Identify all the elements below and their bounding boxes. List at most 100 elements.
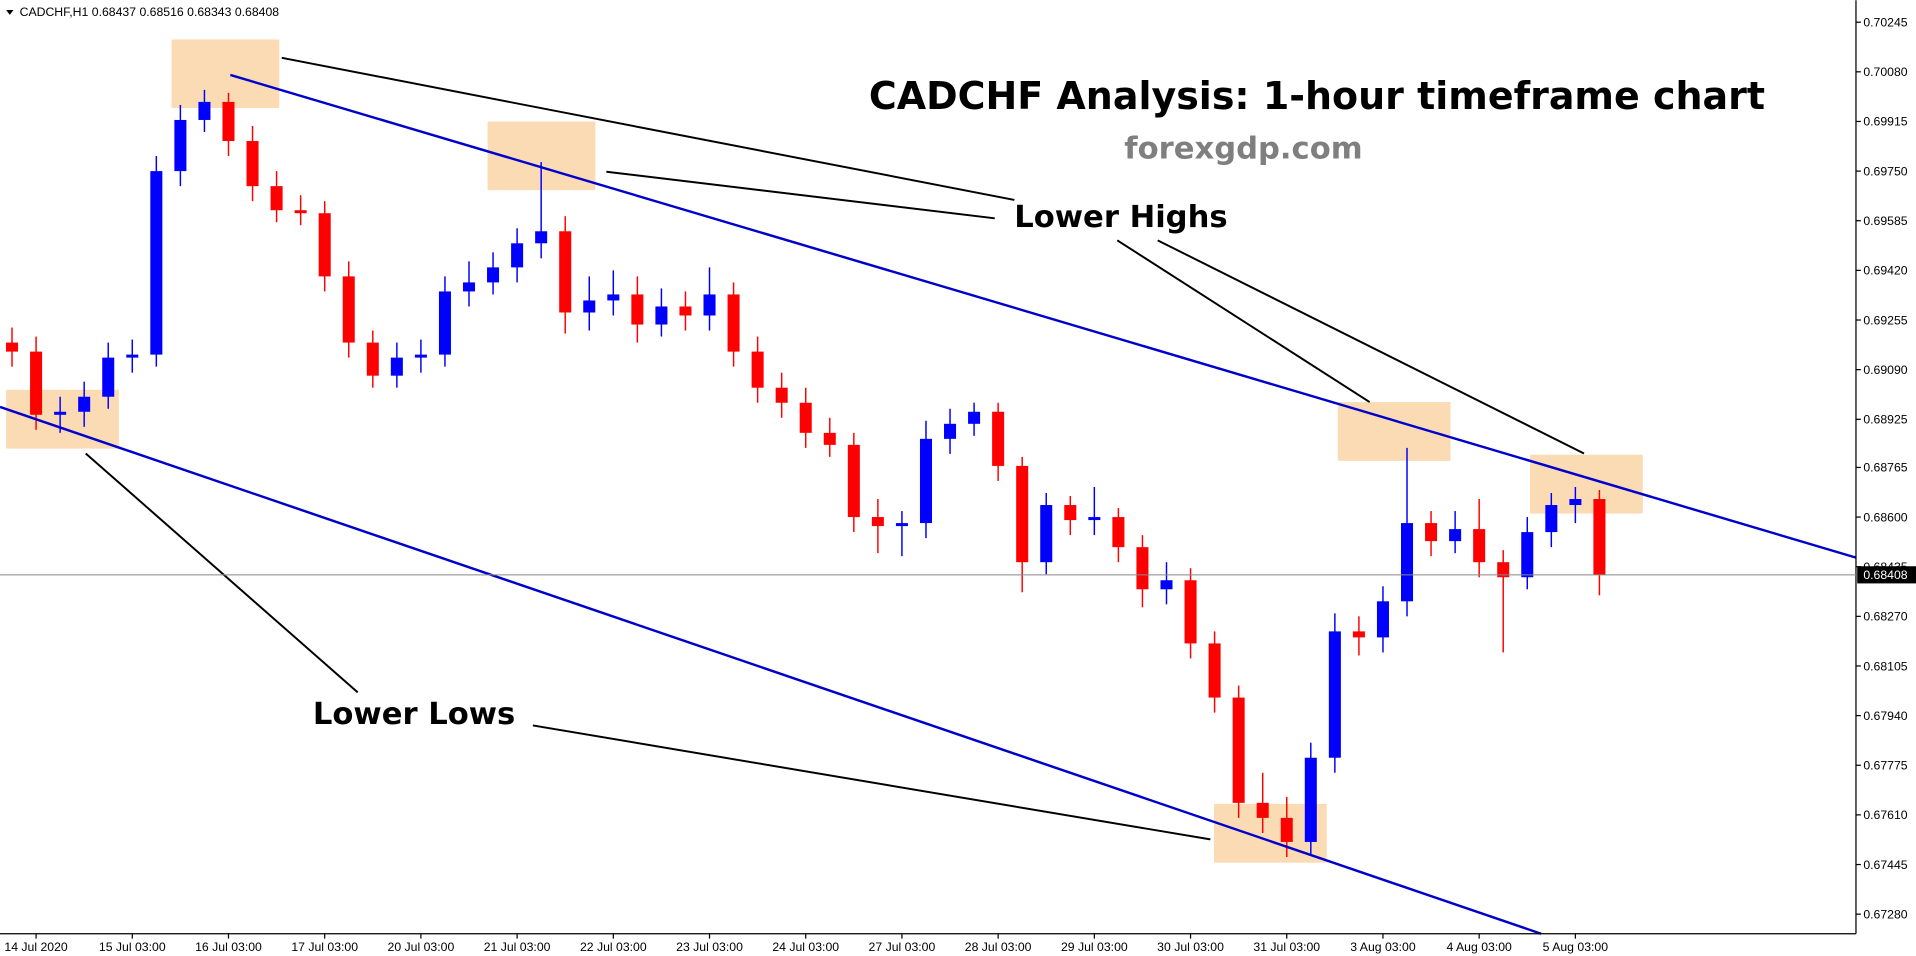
candle-body [871,517,884,527]
annotation-lines [85,56,1585,841]
y-tick-label: 0.69585 [1863,214,1907,228]
x-tick-label: 20 Jul 03:00 [388,940,455,954]
y-tick-label: 0.68105 [1863,659,1907,673]
pointer-line [281,56,1015,201]
candle-body [102,357,115,397]
annotation: Lower Lows [313,697,515,732]
candle-body [751,351,764,388]
candle-body [1425,523,1438,542]
candle-body [222,101,235,142]
x-tick-label: 29 Jul 03:00 [1061,940,1128,954]
close: 0.68408 [235,5,279,19]
candle-body [799,402,812,433]
candle-body [54,411,67,415]
highlight-box [1530,454,1643,514]
x-tick-label: 14 Jul 2020 [4,940,68,954]
candle-body [895,523,908,527]
candle-body [1328,631,1341,758]
candle-body [823,432,836,445]
open: 0.68437 [92,5,136,19]
candle-body [294,210,307,214]
candle-body [1112,517,1125,548]
chart-title: CADCHF Analysis: 1-hour timeframe chart [869,74,1765,118]
candle-body [342,276,355,343]
header: CADCHF,H1 0.68437 0.68516 0.68343 0.6840… [20,5,280,19]
y-tick-label: 0.69090 [1863,363,1907,377]
x-tick-label: 28 Jul 03:00 [965,940,1032,954]
candle-body [1208,643,1221,698]
y-tick-label: 0.70080 [1863,65,1907,79]
candle-body [1064,505,1077,521]
candle-body [607,294,620,301]
candle-body [390,357,403,376]
candle-body [1232,697,1245,803]
candle-body [992,411,1005,466]
y-tick-label: 0.69255 [1863,313,1907,327]
symbol: CADCHF,H1 [20,5,89,19]
y-tick-label: 0.68600 [1863,510,1907,524]
candle-body [78,396,91,412]
x-tick-label: 15 Jul 03:00 [99,940,166,954]
candle-body [246,141,259,187]
y-tick-label: 0.69915 [1863,115,1907,129]
y-tick-label: 0.69420 [1863,264,1907,278]
highlight-box [6,389,119,449]
high: 0.68516 [139,5,183,19]
candle-body [1016,465,1029,563]
candle-body [583,300,596,313]
candle-body [30,351,43,415]
candle-body [703,294,716,316]
candle-body [1256,802,1269,818]
candle-body [847,444,860,518]
pointer-line [606,170,995,220]
current-price-label: 0.68408 [1863,568,1907,582]
y-tick-label: 0.67610 [1863,808,1907,822]
candle-body [462,282,476,292]
candle-body [1449,529,1462,542]
candle-body [1040,505,1053,563]
candle-body [968,411,981,424]
candle-body [126,354,139,358]
x-tick-label: 23 Jul 03:00 [676,940,743,954]
candle-body [511,243,524,268]
candle-body [1473,529,1486,563]
x-tick-label: 3 Aug 03:00 [1350,940,1416,954]
x-tick-label: 30 Jul 03:00 [1157,940,1224,954]
lower-trendline [0,405,1542,935]
candle-body [270,186,283,211]
candle-body [1304,757,1317,842]
header-arrow [6,10,14,15]
candle-body [1352,631,1365,638]
candle-body [198,101,211,120]
pointer-line [1157,239,1585,455]
candle-body [944,423,957,439]
y-tick-label: 0.67775 [1863,759,1907,773]
x-tick-label: 27 Jul 03:00 [869,940,936,954]
y-tick-label: 0.68925 [1863,413,1907,427]
candle-body [1521,532,1534,578]
candle-body [1400,523,1414,602]
pointer-line [85,452,359,694]
candle-body [631,294,644,325]
candle-body [559,231,572,313]
candle-body [1569,499,1582,506]
x-tick-label: 21 Jul 03:00 [484,940,551,954]
candle-body [318,213,331,277]
trend-lines [0,73,1857,935]
candle-body [174,119,187,172]
y-tick-label: 0.69750 [1863,164,1907,178]
x-tick-label: 24 Jul 03:00 [772,940,839,954]
candle-body [1160,580,1173,590]
candle-body [1280,817,1293,842]
current-price-box [1857,566,1916,584]
x-tick-label: 16 Jul 03:00 [195,940,262,954]
candle-body [366,342,379,376]
candle-body [438,291,451,355]
candle-body [535,231,548,244]
annotation: Lower Highs [1014,200,1227,235]
candle-body [1136,547,1149,590]
candle-body [727,294,740,352]
x-tick-label: 31 Jul 03:00 [1253,940,1320,954]
